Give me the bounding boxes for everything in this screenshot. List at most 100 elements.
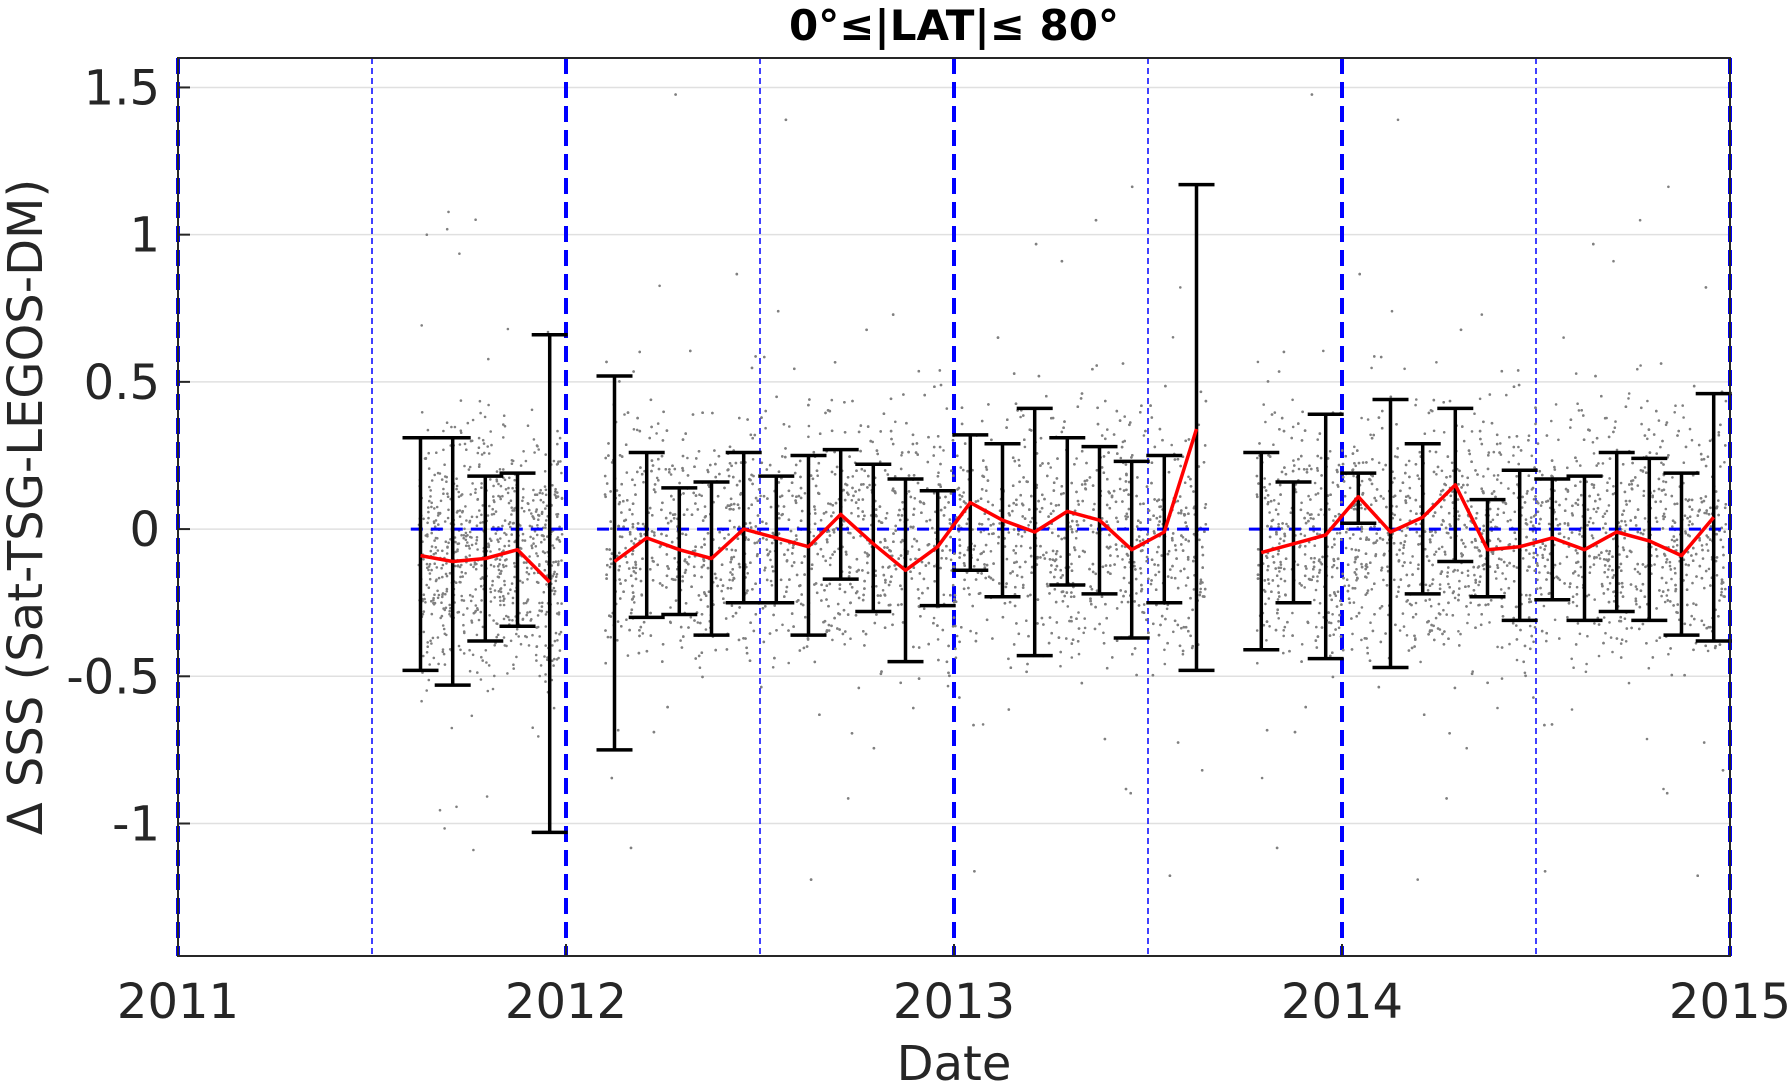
- scatter-point: [494, 558, 497, 561]
- scatter-point: [816, 474, 819, 478]
- scatter-point: [544, 526, 547, 529]
- scatter-point: [918, 500, 922, 503]
- scatter-point: [1179, 464, 1182, 468]
- scatter-point: [997, 535, 1000, 539]
- scatter-point: [1049, 466, 1052, 469]
- scatter-point: [493, 500, 496, 504]
- scatter-point: [749, 526, 753, 529]
- scatter-point: [726, 586, 730, 590]
- scatter-point: [442, 652, 446, 656]
- scatter-point: [785, 585, 789, 589]
- scatter-point: [1065, 637, 1068, 640]
- scatter-point: [1075, 490, 1078, 494]
- scatter-point: [918, 572, 922, 575]
- scatter-point: [1089, 524, 1093, 527]
- scatter-point: [1184, 584, 1188, 587]
- scatter-point: [654, 490, 657, 494]
- scatter-point: [959, 466, 963, 469]
- scatter-point: [1095, 531, 1099, 535]
- scatter-point: [1048, 558, 1052, 561]
- scatter-point: [900, 587, 904, 591]
- scatter-point: [519, 464, 523, 467]
- scatter-point: [479, 411, 482, 415]
- scatter-point: [464, 505, 467, 508]
- scatter-point: [814, 484, 818, 488]
- scatter-point: [499, 603, 502, 607]
- scatter-point: [1070, 528, 1073, 531]
- scatter-point: [1056, 457, 1059, 460]
- scatter-point: [425, 651, 429, 654]
- scatter-point: [1127, 507, 1131, 511]
- scatter-point: [554, 631, 558, 635]
- scatter-point: [1170, 536, 1174, 540]
- scatter-point: [1173, 458, 1177, 461]
- scatter-point: [632, 542, 636, 545]
- scatter-point: [604, 456, 607, 460]
- scatter-point: [555, 513, 558, 516]
- scatter-point: [1142, 434, 1146, 437]
- scatter-point: [754, 496, 758, 500]
- scatter-point: [849, 566, 852, 569]
- scatter-point: [825, 584, 829, 587]
- scatter-point: [503, 424, 507, 428]
- scatter-point: [437, 576, 441, 580]
- scatter-point: [439, 499, 443, 503]
- scatter-point: [626, 654, 630, 657]
- scatter-point: [1091, 484, 1095, 487]
- scatter-point: [484, 649, 488, 652]
- scatter-point: [1105, 520, 1108, 523]
- scatter-point: [815, 469, 819, 473]
- scatter-point: [530, 618, 533, 621]
- scatter-point: [427, 451, 431, 455]
- scatter-point: [1054, 558, 1058, 561]
- scatter-point: [1019, 544, 1023, 548]
- scatter-point: [668, 468, 671, 471]
- scatter-point: [639, 579, 643, 583]
- scatter-point: [732, 577, 736, 580]
- scatter-point: [530, 546, 534, 550]
- scatter-point: [1054, 504, 1058, 507]
- scatter-point: [530, 525, 534, 528]
- scatter-point: [1013, 593, 1017, 596]
- scatter-point: [807, 435, 810, 439]
- scatter-point: [427, 516, 430, 520]
- scatter-point: [554, 490, 557, 493]
- scatter-point: [636, 416, 639, 420]
- scatter-point: [1011, 456, 1015, 460]
- scatter-point: [832, 531, 836, 534]
- scatter-point: [1112, 433, 1116, 436]
- scatter-point: [800, 593, 803, 596]
- scatter-point: [475, 515, 479, 519]
- scatter-point: [697, 450, 701, 453]
- scatter-point: [912, 513, 915, 516]
- scatter-point: [531, 726, 534, 729]
- scatter-point: [824, 411, 827, 415]
- scatter-point: [628, 508, 631, 512]
- scatter-point: [737, 562, 741, 566]
- scatter-point: [439, 616, 443, 620]
- scatter-point: [507, 544, 511, 547]
- scatter-point: [1088, 567, 1091, 571]
- scatter-point: [701, 411, 704, 415]
- scatter-point: [713, 449, 716, 452]
- scatter-point: [1017, 632, 1021, 636]
- scatter-point: [782, 505, 786, 508]
- scatter-point: [849, 601, 852, 605]
- scatter-point: [444, 572, 448, 576]
- scatter-point: [777, 532, 781, 535]
- scatter-point: [1041, 462, 1044, 465]
- scatter-point: [952, 474, 955, 478]
- scatter-point: [1144, 429, 1147, 433]
- scatter-point: [543, 655, 546, 658]
- scatter-point: [1090, 587, 1094, 591]
- scatter-point: [435, 566, 439, 569]
- scatter-point: [863, 579, 866, 583]
- scatter-point: [1128, 423, 1131, 427]
- scatter-point: [537, 518, 540, 521]
- scatter-point: [700, 545, 703, 549]
- scatter-point: [881, 589, 885, 592]
- scatter-point: [1175, 557, 1178, 560]
- scatter-point: [499, 484, 503, 488]
- scatter-point: [648, 506, 652, 510]
- scatter-point: [510, 513, 513, 516]
